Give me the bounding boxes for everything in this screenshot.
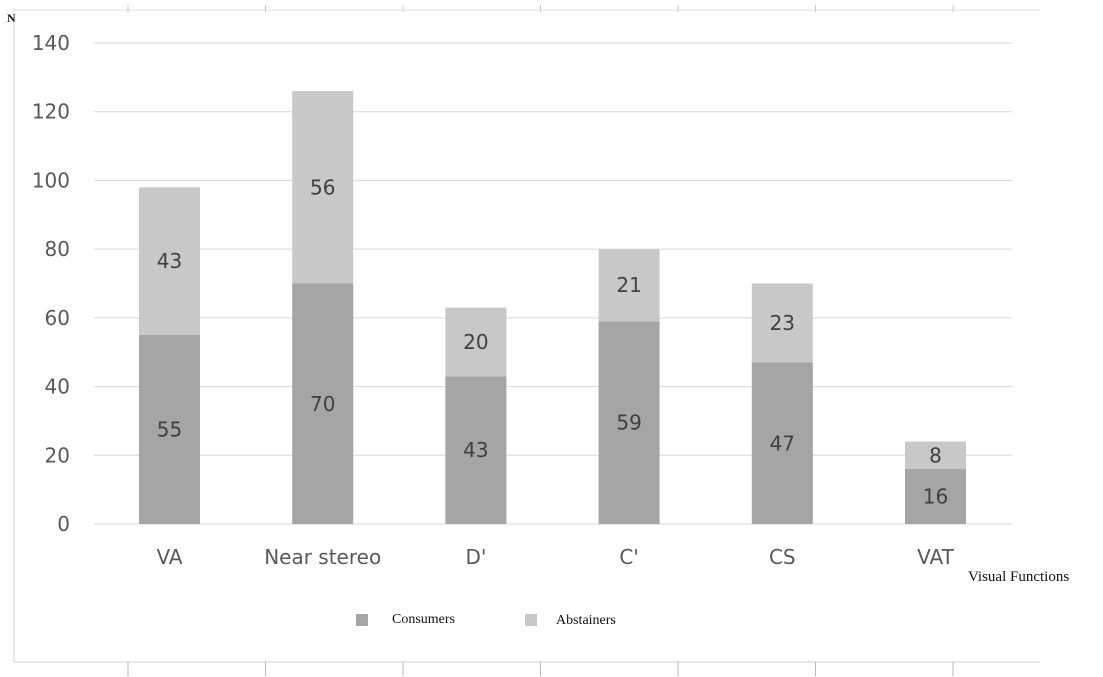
x-tick-2: D' — [465, 545, 486, 569]
bar-consumers-2 — [445, 376, 507, 524]
data-label-abstainers-5: 8 — [929, 443, 942, 467]
y-tick-140: 140 — [32, 31, 70, 55]
legend: Consumers Abstainers — [356, 612, 616, 628]
data-label-consumers-4: 47 — [770, 431, 795, 455]
bar-abstainers-5 — [905, 441, 966, 470]
data-label-consumers-0: 55 — [157, 418, 182, 442]
bar-consumers-1 — [292, 283, 354, 524]
data-label-abstainers-0: 43 — [157, 249, 182, 273]
legend-swatch-consumers — [356, 614, 368, 626]
data-label-abstainers-3: 21 — [616, 273, 641, 297]
data-label-abstainers-1: 56 — [310, 175, 335, 199]
legend-label-abstainers: Abstainers — [556, 613, 616, 628]
x-tick-4: CS — [769, 545, 796, 569]
x-tick-5: VAT — [917, 545, 955, 569]
y-tick-20: 20 — [45, 443, 70, 467]
bar-consumers-3 — [598, 321, 660, 524]
bar-abstainers-4 — [751, 283, 813, 363]
data-label-consumers-5: 16 — [923, 485, 948, 509]
y-tick-100: 100 — [32, 168, 70, 192]
bar-abstainers-2 — [445, 307, 507, 377]
bar-consumers-4 — [751, 362, 813, 524]
y-tick-40: 40 — [45, 375, 70, 399]
x-tick-labels: VA Near stereo D' C' CS VAT — [156, 545, 954, 569]
bar-abstainers-3 — [598, 249, 660, 322]
y-axis-label: N — [7, 11, 16, 25]
bar-abstainers-0 — [139, 187, 200, 336]
bar-abstainers-1 — [292, 91, 354, 284]
frame-ticks — [127, 5, 954, 676]
bar-consumers-5 — [905, 469, 966, 524]
x-tick-3: C' — [619, 545, 638, 569]
y-tick-labels: 0 20 40 60 80 100 120 140 — [32, 31, 70, 536]
data-label-consumers-1: 70 — [310, 392, 335, 416]
y-tick-60: 60 — [45, 306, 70, 330]
x-tick-1: Near stereo — [264, 545, 381, 569]
y-tick-120: 120 — [32, 100, 70, 124]
gridlines — [94, 42, 1012, 525]
data-label-abstainers-2: 20 — [463, 330, 488, 354]
data-label-abstainers-4: 23 — [770, 311, 795, 335]
y-tick-80: 80 — [45, 237, 70, 261]
x-axis-label: Visual Functions — [968, 569, 1069, 585]
bar-consumers-0 — [139, 335, 200, 524]
y-tick-0: 0 — [57, 512, 70, 536]
data-label-consumers-3: 59 — [616, 411, 641, 435]
legend-label-consumers: Consumers — [392, 612, 455, 627]
legend-swatch-abstainers — [525, 614, 537, 626]
x-tick-0: VA — [156, 545, 182, 569]
bars: 55 43 70 56 43 20 59 21 47 23 16 8 — [139, 91, 966, 524]
data-label-consumers-2: 43 — [463, 438, 488, 462]
